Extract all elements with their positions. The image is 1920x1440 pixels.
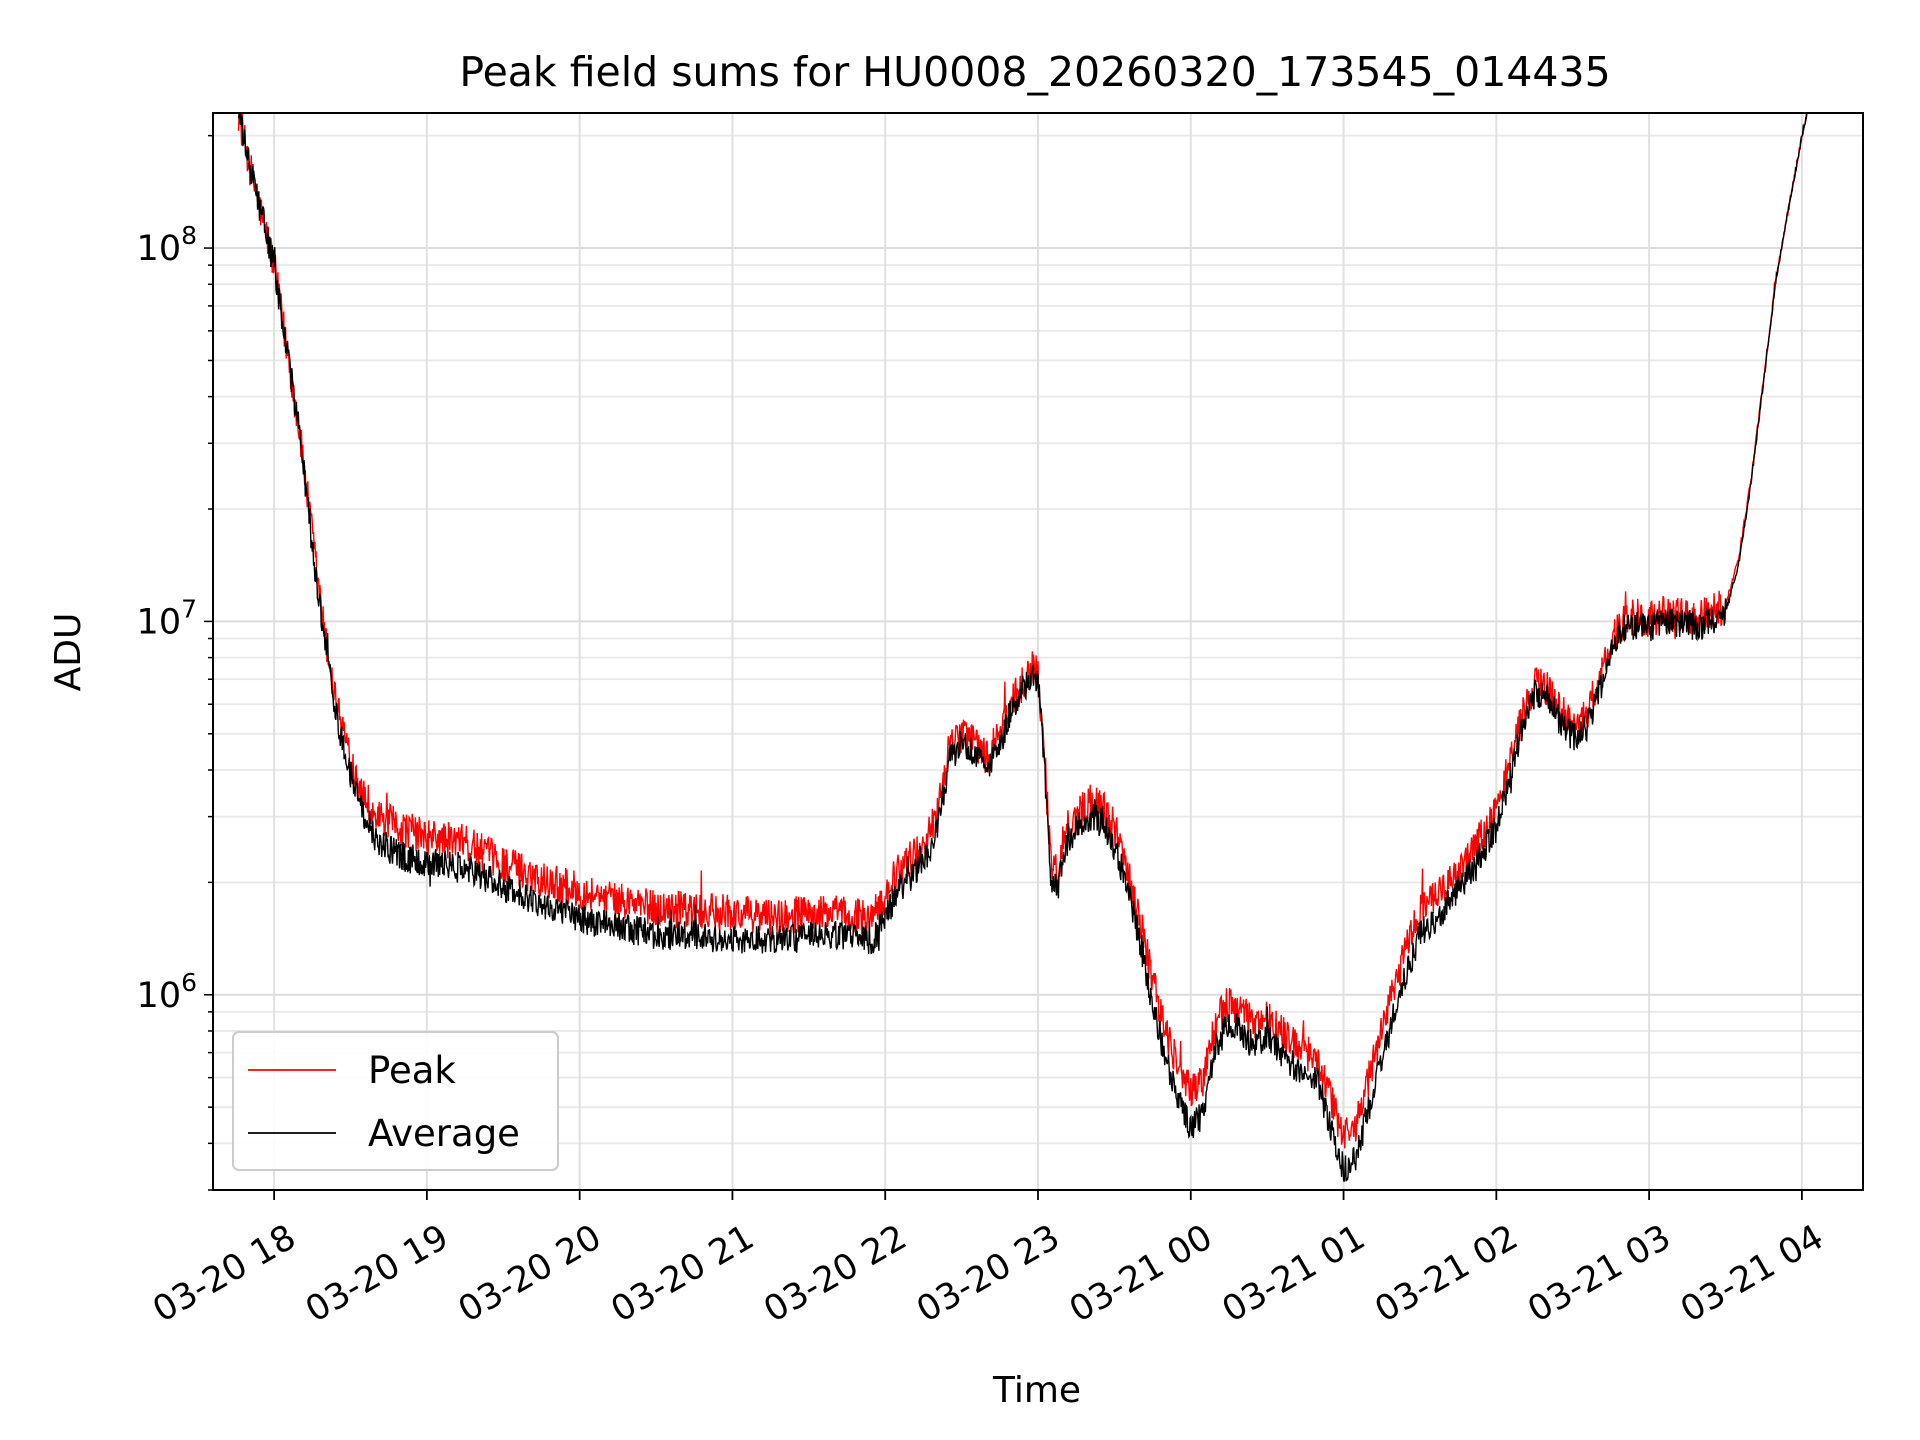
series-layer [237, 113, 1808, 1182]
y-axis-label: ADU [48, 613, 89, 692]
legend-box [232, 1031, 559, 1171]
y-tick-label: 106 [137, 968, 197, 1016]
y-axis: 106 107 108 [137, 134, 213, 1191]
y-tick-label: 107 [137, 594, 197, 642]
legend-label: Average [368, 1112, 520, 1155]
legend-label: Peak [368, 1049, 456, 1092]
x-axis-label: Time [992, 1370, 1081, 1411]
y-tick-label: 108 [137, 221, 197, 269]
chart-title: Peak field sums for HU0008_20260320_1735… [459, 48, 1610, 96]
series-line-average [237, 113, 1808, 1182]
legend: Peak Average [232, 1031, 559, 1171]
